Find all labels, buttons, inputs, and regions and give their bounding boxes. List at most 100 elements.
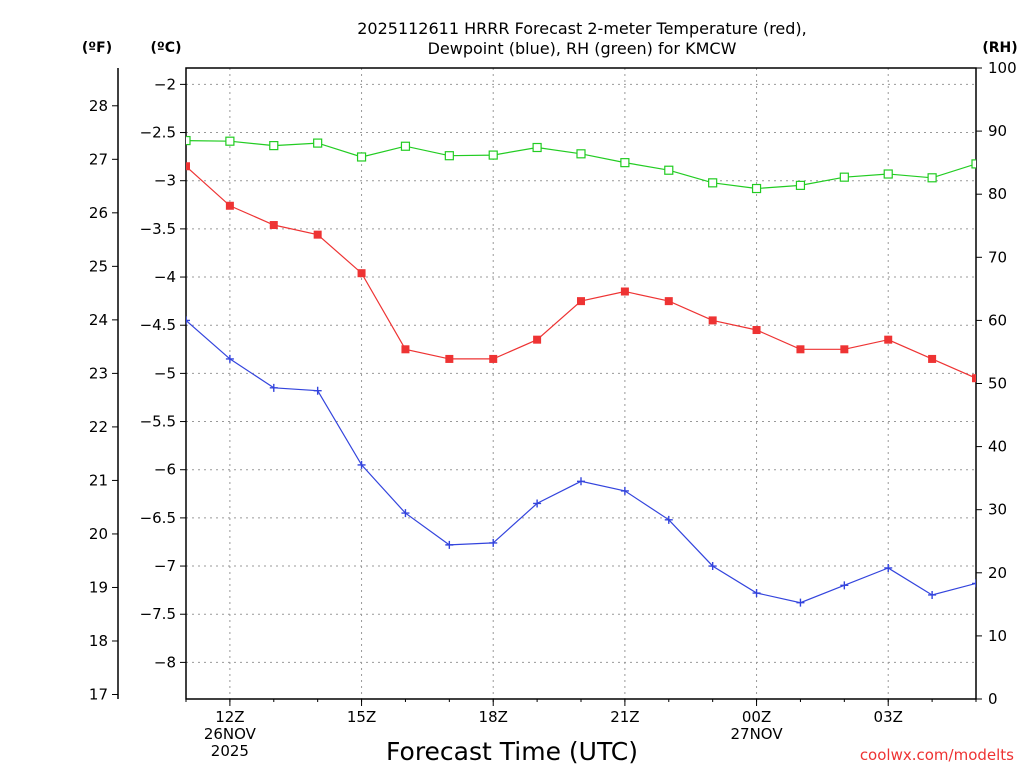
fahrenheit-tick-label: 20 xyxy=(89,525,108,543)
rh-tick-label: 10 xyxy=(988,627,1007,645)
dewpoint-point xyxy=(186,316,190,325)
celsius-tick-label: −4 xyxy=(154,268,176,286)
dewpoint-point xyxy=(840,581,849,590)
celsius-tick-label: −5.5 xyxy=(140,413,176,431)
chart-title: 2025112611 HRRR Forecast 2-meter Tempera… xyxy=(357,19,807,58)
series-rh xyxy=(186,135,976,194)
chart-title-line-1: 2025112611 HRRR Forecast 2-meter Tempera… xyxy=(357,19,807,38)
plot-frame xyxy=(185,67,977,700)
rh-tick-label: 30 xyxy=(988,501,1007,519)
fahrenheit-tick-label: 27 xyxy=(89,150,108,168)
x-tick-label: 27NOV xyxy=(730,725,783,743)
temperature-point xyxy=(796,345,805,354)
temperature-point xyxy=(445,354,454,363)
temperature-point xyxy=(708,316,717,325)
rh-point xyxy=(313,138,323,148)
rh-point xyxy=(400,141,411,151)
site-credit: coolwx.com/modelts xyxy=(860,746,1014,764)
rh-tick-label: 70 xyxy=(988,248,1007,266)
dewpoint-point xyxy=(972,579,976,588)
dewpoint-point xyxy=(533,499,542,508)
rh-point xyxy=(971,159,976,169)
dewpoint-point xyxy=(445,540,454,549)
celsius-tick-label: −2.5 xyxy=(140,124,176,142)
rh-tick-label: 90 xyxy=(988,122,1007,140)
dewpoint-point xyxy=(357,460,366,469)
fahrenheit-tick-label: 19 xyxy=(89,578,108,596)
rh-tick-label: 100 xyxy=(988,59,1017,77)
dewpoint-point xyxy=(796,598,805,607)
dewpoint-point xyxy=(401,509,410,518)
temperature-point xyxy=(577,297,585,306)
dewpoint-point xyxy=(225,354,234,363)
rh-tick-label: 80 xyxy=(988,185,1007,203)
dewpoint-point xyxy=(620,486,629,495)
dewpoint-point xyxy=(928,590,937,599)
temperature-point xyxy=(840,345,849,354)
dewpoint-point xyxy=(269,383,278,392)
temperature-point xyxy=(401,345,410,354)
x-tick-label: 2025 xyxy=(211,742,249,760)
dewpoint-point xyxy=(884,563,893,572)
rh-point xyxy=(444,151,454,161)
temperature-point xyxy=(928,354,937,363)
temperature-point xyxy=(489,354,498,363)
rh-point xyxy=(576,149,586,159)
dewpoint-point xyxy=(752,589,761,598)
celsius-tick-label: −3 xyxy=(154,172,176,190)
temperature-point xyxy=(269,221,278,230)
rh-point xyxy=(488,150,498,160)
data-series xyxy=(186,135,976,607)
rh-point xyxy=(664,165,674,175)
rh-point xyxy=(927,173,937,183)
x-axis-label: Forecast Time (UTC) xyxy=(386,737,638,766)
fahrenheit-tick-label: 17 xyxy=(89,686,108,704)
x-tick-label: 26NOV xyxy=(204,725,257,743)
temperature-point xyxy=(884,335,893,344)
rh-point xyxy=(708,178,718,188)
temperature-point xyxy=(186,162,190,171)
dewpoint-point xyxy=(577,477,585,486)
dewpoint-point xyxy=(489,538,498,547)
celsius-tick-label: −7 xyxy=(154,557,176,575)
chart-title-line-2: Dewpoint (blue), RH (green) for KMCW xyxy=(428,39,737,58)
temperature-point xyxy=(313,230,322,239)
rh-point xyxy=(186,135,191,146)
dewpoint-point xyxy=(313,386,322,395)
dewpoint-line xyxy=(186,319,976,604)
x-tick-label: 00Z xyxy=(742,708,771,726)
rh-point xyxy=(883,169,893,179)
rh-point xyxy=(839,172,849,182)
fahrenheit-tick-label: 23 xyxy=(89,364,108,382)
temperature-point xyxy=(664,297,673,306)
celsius-tick-label: −8 xyxy=(154,653,176,671)
x-tick-label: 03Z xyxy=(874,708,903,726)
x-tick-label: 12Z xyxy=(215,708,244,726)
fahrenheit-tick-label: 21 xyxy=(89,471,108,489)
temperature-point xyxy=(752,326,761,335)
series-temperature xyxy=(186,162,976,383)
grid-lines xyxy=(186,68,976,699)
temperature-point xyxy=(357,269,366,278)
temperature-point xyxy=(972,374,976,383)
rh-point xyxy=(532,142,542,153)
celsius-tick-label: −6 xyxy=(154,461,176,479)
celsius-tick-label: −5 xyxy=(154,364,176,382)
celsius-unit-label: (ºC) xyxy=(151,40,182,56)
rh-point xyxy=(751,183,762,194)
rh-tick-label: 60 xyxy=(988,311,1007,329)
temperature-point xyxy=(620,287,629,296)
x-tick-label: 15Z xyxy=(347,708,376,726)
rh-point xyxy=(269,141,279,151)
temperature-point xyxy=(533,335,542,344)
rh-point xyxy=(620,158,630,168)
fahrenheit-tick-label: 22 xyxy=(89,418,108,436)
dewpoint-point xyxy=(708,562,717,571)
fahrenheit-tick-label: 24 xyxy=(89,311,108,329)
x-tick-label: 21Z xyxy=(610,708,639,726)
celsius-tick-label: −7.5 xyxy=(140,605,176,623)
rh-point xyxy=(225,136,235,146)
fahrenheit-tick-label: 26 xyxy=(89,204,108,222)
rh-tick-label: 50 xyxy=(988,375,1007,393)
